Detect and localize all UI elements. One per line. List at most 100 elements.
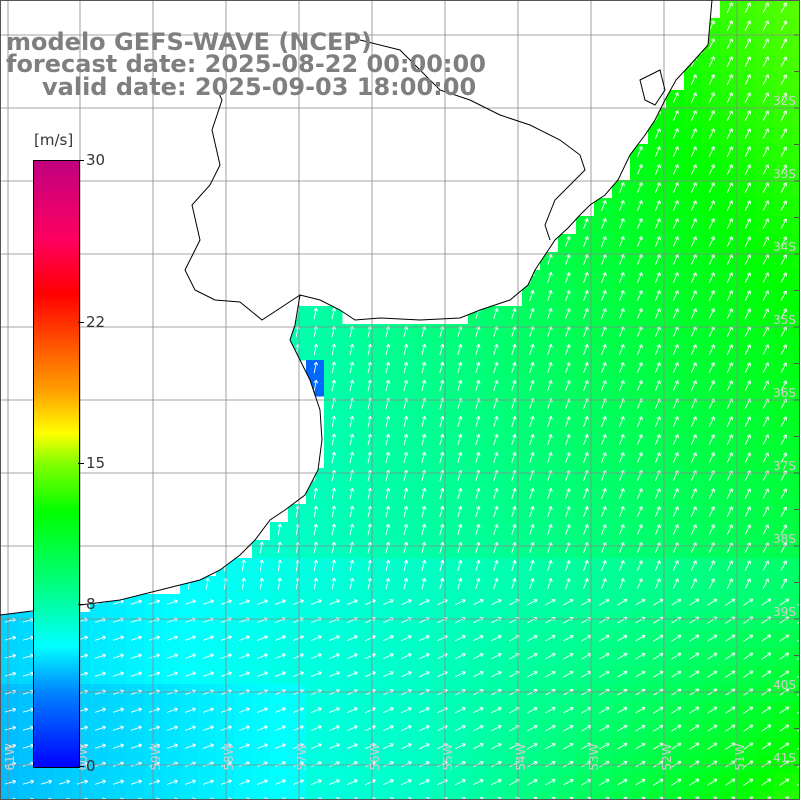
wind-arrow [744,254,751,265]
wind-arrow [401,779,412,786]
wind-arrow [618,218,625,230]
wind-arrow [690,542,697,554]
wind-arrow [166,707,178,713]
wind-arrow [708,344,715,355]
wind-arrow [672,416,679,428]
wind-arrow [708,560,715,571]
wind-arrow [690,506,697,518]
wind-arrow [780,110,788,121]
wind-arrow [601,290,607,302]
wind-arrow [689,742,700,750]
wind-arrow [310,599,322,606]
wind-arrow [457,559,463,572]
wind-arrow [385,343,391,356]
wind-arrow [744,470,751,481]
wind-arrow [601,578,607,590]
wind-arrow [583,290,589,302]
wind-arrow [654,344,661,356]
wind-arrow [547,344,553,356]
wind-arrow [331,379,337,392]
wind-arrow [310,653,322,660]
wind-arrow [744,452,751,463]
wind-arrow [708,434,715,445]
wind-arrow [202,671,214,677]
wind-arrow [328,779,340,786]
wind-cell [792,576,800,595]
wind-arrow [761,778,772,786]
wind-arrow [762,434,769,445]
wind-arrow [708,182,715,193]
wind-cell [630,792,649,800]
wind-arrow [780,218,788,229]
wind-arrow [672,218,679,230]
wind-arrow [744,110,751,121]
wind-arrow [403,577,409,590]
wind-arrow [238,599,250,605]
wind-arrow [421,541,427,554]
wind-arrow [419,779,430,786]
wind-arrow [511,416,517,428]
wind-arrow [545,742,556,750]
wind-arrow [491,635,502,642]
wind-arrow [618,542,625,554]
wind-arrow [653,742,664,750]
wind-arrow [618,524,625,536]
wind-arrow [707,670,718,678]
wind-arrow [403,505,409,518]
wind-arrow [439,505,445,518]
wind-arrow [708,380,715,391]
wind-arrow [457,361,463,374]
wind-cell [792,144,800,163]
wind-arrow [331,361,337,374]
wind-arrow [455,653,466,660]
wind-arrow [292,779,304,786]
wind-arrow [421,415,427,428]
wind-arrow [636,146,643,158]
wind-arrow [421,523,427,536]
wind-arrow [672,506,679,518]
wind-cell [792,594,800,613]
wind-arrow [238,707,250,713]
wind-arrow [437,653,448,660]
wind-arrow [672,542,679,554]
wind-arrow [654,488,661,500]
wind-arrow [672,254,679,266]
wind-arrow [744,560,751,571]
colorbar-tick-label: 22 [86,312,106,331]
wind-arrow [780,308,788,319]
wind-arrow [636,542,643,554]
wind-arrow [166,725,178,731]
wind-arrow [635,598,646,606]
wind-cell [792,288,800,307]
wind-arrow [457,379,463,392]
wind-arrow [439,343,445,356]
wind-arrow [256,707,268,713]
wind-arrow [274,599,286,605]
wind-arrow [529,290,535,302]
wind-arrow [545,634,556,642]
wind-arrow [313,361,319,374]
wind-arrow [94,707,107,713]
wind-arrow [744,524,751,535]
wind-arrow [475,415,481,428]
wind-arrow [744,488,751,499]
wind-cell [468,792,487,800]
wind-arrow [511,488,517,500]
wind-arrow [636,182,643,194]
wind-arrow [780,20,788,31]
longitude-label: 53W [587,743,601,770]
wind-arrow [491,779,502,786]
wind-arrow [475,541,481,554]
wind-cell [738,792,757,800]
wind-arrow [636,290,643,302]
wind-arrow [437,743,448,750]
wind-cell [108,792,127,800]
wind-arrow [583,218,589,230]
wind-arrow [654,218,661,230]
wind-arrow [780,362,788,373]
land-mass [0,0,712,615]
wind-arrow [654,506,661,518]
wind-arrow [547,254,553,266]
wind-arrow [725,724,736,732]
wind-arrow [130,635,142,641]
